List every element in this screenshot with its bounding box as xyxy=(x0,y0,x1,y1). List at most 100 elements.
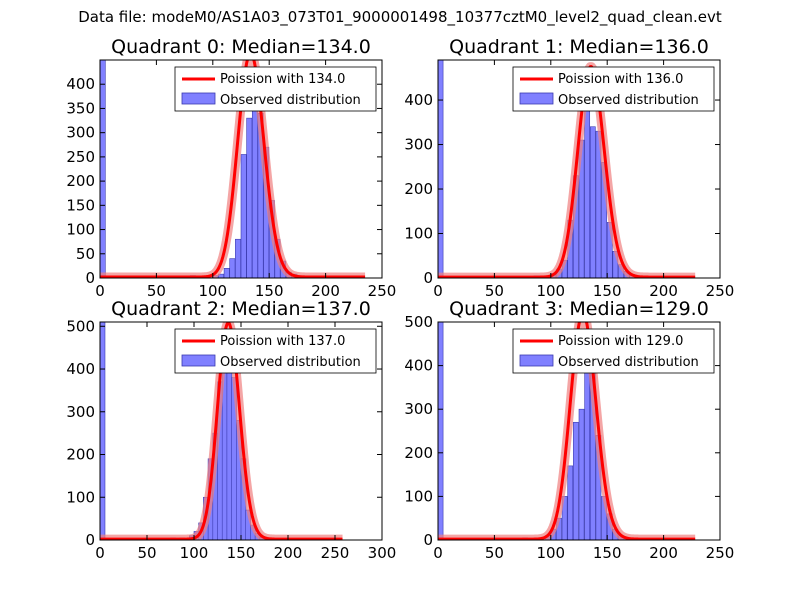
figure-suptitle: Data file: modeM0/AS1A03_073T01_90000014… xyxy=(78,8,722,26)
x-tick-label: 150 xyxy=(593,282,622,300)
x-tick-label: 150 xyxy=(593,544,622,562)
y-tick-label: 300 xyxy=(404,400,433,418)
x-tick-label: 100 xyxy=(536,282,565,300)
legend-label-poisson: Poission with 134.0 xyxy=(220,72,345,87)
y-tick-label: 200 xyxy=(66,172,95,190)
x-tick-label: 0 xyxy=(433,544,443,562)
legend: Poission with 136.0 Observed distribution xyxy=(512,66,715,112)
legend-label-poisson: Poission with 129.0 xyxy=(558,334,683,349)
y-tick-label: 100 xyxy=(404,487,433,505)
y-tick-label: 100 xyxy=(404,225,433,243)
legend-label-observed: Observed distribution xyxy=(558,355,699,370)
panel-quadrant-2: 0 50 100 150 200 250 300 0 100 200 300 400 500 Quadra… xyxy=(66,298,396,562)
axes-frame xyxy=(99,59,383,279)
histogram-bar xyxy=(573,421,579,540)
y-tick-label: 500 xyxy=(66,317,95,335)
panel-quadrant-1: 0 50 100 150 200 250 0 100 200 300 400 Quadrant 1: … xyxy=(404,36,734,300)
legend-bar-swatch xyxy=(519,354,554,367)
legend-bar-swatch xyxy=(181,92,216,105)
panel-title: Quadrant 3: Median=129.0 xyxy=(449,298,709,320)
x-tick-label: 200 xyxy=(649,544,678,562)
legend-label-poisson: Poission with 136.0 xyxy=(558,72,683,87)
histogram-bar xyxy=(589,126,596,278)
x-tick-label: 50 xyxy=(137,544,156,562)
poisson-curve xyxy=(438,322,696,540)
histogram-bar xyxy=(567,465,574,540)
x-tick-label: 0 xyxy=(95,544,105,562)
x-tick-label: 100 xyxy=(198,282,227,300)
y-tick-label: 0 xyxy=(423,269,433,287)
y-tick-label: 0 xyxy=(85,531,95,549)
x-tick-label: 200 xyxy=(649,282,678,300)
x-tick-label: 250 xyxy=(706,544,735,562)
panel-quadrant-0: 0 50 100 150 200 250 0 50 100 150 200 250 300 350 400 Q… xyxy=(66,36,396,300)
y-tick-label: 300 xyxy=(66,403,95,421)
poisson-curve xyxy=(100,60,366,278)
plot-area xyxy=(100,322,347,540)
y-tick-label: 0 xyxy=(85,269,95,287)
y-tick-label: 400 xyxy=(404,357,433,375)
legend-label-observed: Observed distribution xyxy=(220,355,361,370)
y-tick-label: 500 xyxy=(404,313,433,331)
y-tick-label: 400 xyxy=(404,91,433,109)
y-tick-label: 150 xyxy=(66,196,95,214)
x-tick-label: 250 xyxy=(368,282,397,300)
x-tick-label: 250 xyxy=(321,544,350,562)
plot-area xyxy=(100,60,369,278)
histogram-bar xyxy=(246,117,253,278)
panel-quadrant-3: 0 50 100 150 200 250 0 100 200 300 400 500 Quadrant … xyxy=(404,298,734,562)
y-tick-label: 50 xyxy=(76,245,95,263)
y-tick-label: 100 xyxy=(66,221,95,239)
y-tick-label: 200 xyxy=(66,446,95,464)
x-tick-label: 0 xyxy=(433,282,443,300)
histogram-bar xyxy=(223,268,230,278)
legend-bar-swatch xyxy=(181,354,216,367)
x-tick-label: 150 xyxy=(255,282,284,300)
histogram-bar xyxy=(438,60,444,278)
histogram-bar xyxy=(100,60,106,278)
panel-title: Quadrant 0: Median=134.0 xyxy=(111,36,371,58)
x-tick-label: 50 xyxy=(485,282,504,300)
x-tick-label: 150 xyxy=(227,544,256,562)
y-tick-label: 250 xyxy=(66,148,95,166)
histogram-bar xyxy=(578,408,585,540)
x-tick-label: 200 xyxy=(274,544,303,562)
legend: Poission with 134.0 Observed distribution xyxy=(174,66,377,112)
y-tick-label: 100 xyxy=(66,488,95,506)
histogram-bar xyxy=(438,322,444,540)
histogram-bar xyxy=(218,273,225,278)
legend-label-observed: Observed distribution xyxy=(220,93,361,108)
panel-title: Quadrant 1: Median=136.0 xyxy=(449,36,709,58)
legend: Poission with 137.0 Observed distribution xyxy=(174,328,377,374)
y-tick-label: 0 xyxy=(423,531,433,549)
histogram-bar xyxy=(100,322,106,540)
y-tick-label: 200 xyxy=(404,444,433,462)
y-tick-label: 400 xyxy=(66,75,95,93)
y-tick-label: 400 xyxy=(66,360,95,378)
plot-area xyxy=(438,60,699,278)
histogram-bar xyxy=(240,154,247,278)
legend-label-observed: Observed distribution xyxy=(558,93,699,108)
x-tick-label: 250 xyxy=(706,282,735,300)
y-tick-label: 200 xyxy=(404,180,433,198)
poisson-curve xyxy=(438,65,696,278)
histogram-bar xyxy=(235,238,241,278)
axes-frame xyxy=(437,321,721,541)
histogram-bar xyxy=(584,356,591,540)
x-tick-label: 50 xyxy=(485,544,504,562)
x-tick-label: 300 xyxy=(368,544,397,562)
x-tick-label: 50 xyxy=(147,282,166,300)
legend: Poission with 129.0 Observed distribution xyxy=(512,328,715,374)
x-tick-label: 100 xyxy=(180,544,209,562)
axes-frame xyxy=(437,59,721,279)
histogram-bar xyxy=(226,364,233,540)
legend-label-poisson: Poission with 137.0 xyxy=(220,334,345,349)
x-tick-label: 100 xyxy=(536,544,565,562)
legend-bar-swatch xyxy=(519,92,554,105)
x-tick-label: 200 xyxy=(311,282,340,300)
y-tick-label: 300 xyxy=(66,124,95,142)
histogram-bar xyxy=(229,258,236,278)
x-tick-label: 0 xyxy=(95,282,105,300)
y-tick-label: 350 xyxy=(66,99,95,117)
